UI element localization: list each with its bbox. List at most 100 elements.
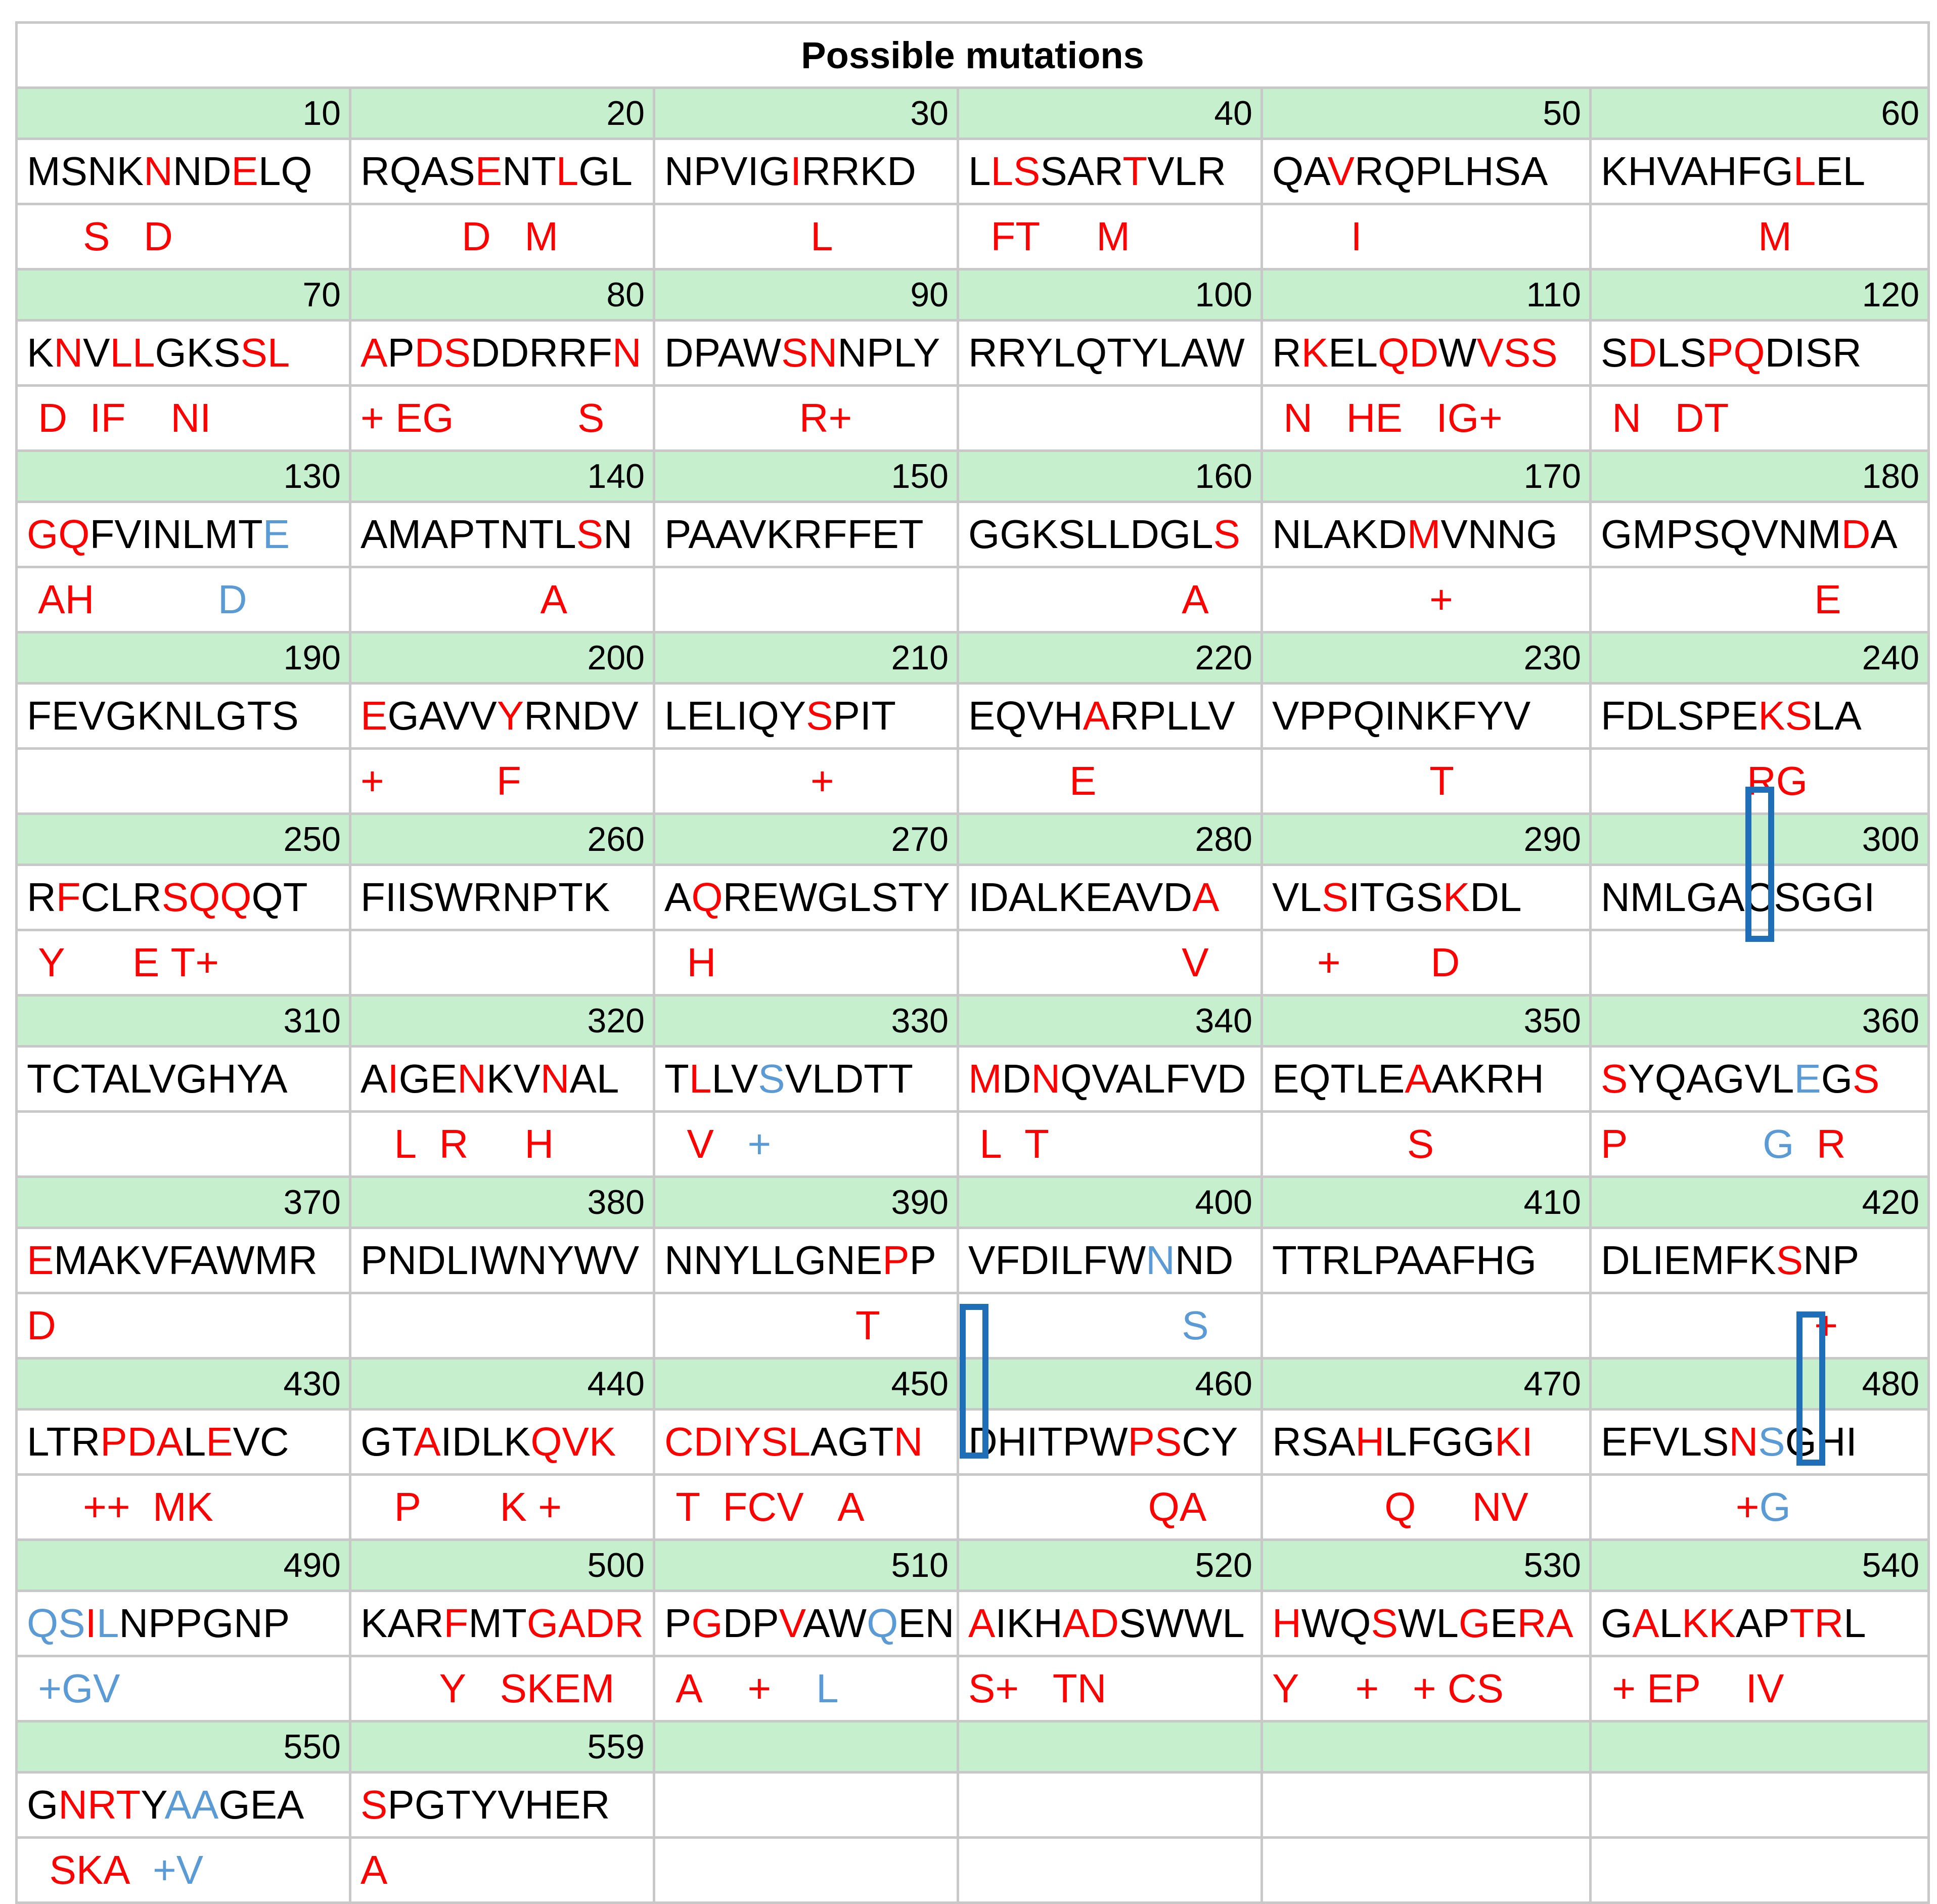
residue-segment: AP [1735, 1601, 1790, 1646]
mutation-cell: SKA +V [15, 1836, 351, 1904]
position-number: 260 [349, 812, 655, 866]
mutation-segment: S [968, 1303, 1209, 1348]
residue-segment: P [909, 1238, 936, 1283]
position-number: 90 [653, 268, 959, 322]
mutation-segment: A [968, 577, 1209, 622]
mutation-cell: N DT [1589, 384, 1930, 452]
mutation-cell: L R H [349, 1110, 655, 1178]
residue-segment: S [1776, 1238, 1804, 1283]
sequence-cell [957, 1771, 1263, 1839]
mutation-segment: M [1601, 214, 1792, 259]
mutation-row: S D D M L FT M I M [15, 203, 1930, 270]
sequence-row: MSNKNNDELQ RQASENTLGL NPVIGIRRKD LLSSARTVLR… [15, 138, 1930, 205]
residue-segment: VL [1272, 875, 1322, 920]
mutation-segment: S [1272, 1121, 1434, 1166]
residue-segment: DL [1470, 875, 1522, 920]
position-number: 110 [1260, 268, 1592, 322]
residue-segment: N [1146, 1238, 1175, 1283]
residue-segment: EL [1328, 330, 1378, 375]
residue-segment: PGTYVHER [387, 1782, 610, 1827]
residue-segment: RNDV [524, 693, 639, 738]
mutation-segment: + [1601, 1484, 1760, 1529]
residue-segment: LA [1812, 693, 1862, 738]
mutation-cell: H [653, 929, 959, 996]
mutation-segment: A [361, 577, 567, 622]
mutation-segment: + [1272, 577, 1453, 622]
residue-segment: Q [867, 1601, 898, 1646]
residue-segment: I [85, 1601, 97, 1646]
mutation-segment: + [664, 758, 834, 803]
position-number: 480 [1589, 1357, 1930, 1411]
sequence-cell: HWQSWLGERA [1260, 1590, 1592, 1657]
mutation-cell: S [1260, 1110, 1592, 1178]
table-title: Possible mutations [15, 21, 1930, 89]
residue-segment: T [1122, 149, 1148, 194]
residue-segment: N [1729, 1419, 1759, 1464]
position-number: 440 [349, 1357, 655, 1411]
sequence-row: FEVGKNLGTS EGAVVYRNDV LELIQYSPIT EQVHARPLLV… [15, 682, 1930, 750]
sequence-cell: DLIEMFKSNP [1589, 1227, 1930, 1294]
residue-segment: T [664, 1056, 689, 1101]
residue-segment: FEVGKNLGTS [27, 693, 299, 738]
residue-segment: LS [990, 149, 1041, 194]
position-number: 470 [1260, 1357, 1592, 1411]
position-number: 40 [957, 86, 1263, 140]
residue-segment: NLAKD [1272, 512, 1407, 557]
residue-segment: V [83, 330, 110, 375]
mutation-cell [15, 747, 351, 815]
sequence-cell: TLLVSVLDTT [653, 1045, 959, 1113]
mutation-cell: + D [1260, 929, 1592, 996]
mutation-cell: + F [349, 747, 655, 815]
position-number [1260, 1720, 1592, 1774]
mutation-row: Y E T+ H V + D [15, 929, 1930, 996]
sequence-cell: AIGENKVNAL [349, 1045, 655, 1113]
highlight-box-residue-451 [960, 1304, 988, 1459]
sequence-cell [653, 1771, 959, 1839]
sequence-cell: IDALKEAVDA [957, 864, 1263, 931]
residue-segment: QVALFVD [1060, 1056, 1246, 1101]
position-number: 150 [653, 449, 959, 503]
residue-segment: YQAGVL [1628, 1056, 1794, 1101]
residue-segment: D [1841, 512, 1871, 557]
sequence-cell: SDLSPQDISR [1589, 319, 1930, 387]
residue-segment: N [144, 149, 173, 194]
mutation-row: SKA +V A [15, 1836, 1930, 1904]
mutation-cell: I [1260, 203, 1592, 270]
mutation-cell: T [1260, 747, 1592, 815]
mutation-cell: A [349, 1836, 655, 1904]
sequence-cell: RFCLRSQQQT [15, 864, 351, 931]
residue-segment: NPVIG [664, 149, 790, 194]
position-number: 410 [1260, 1175, 1592, 1229]
sequence-cell: EQTLEAAKRH [1260, 1045, 1592, 1113]
mutation-cell: QA [957, 1473, 1263, 1541]
residue-segment: A [1083, 693, 1110, 738]
sequence-cell: RRYLQTYLAW [957, 319, 1263, 387]
mutation-cell: + [1589, 1292, 1930, 1359]
position-number: 340 [957, 994, 1263, 1048]
residue-segment: H [1355, 1419, 1385, 1464]
mutation-segment: G [1759, 1484, 1791, 1529]
residue-segment: N [612, 330, 642, 375]
highlight-box-residue-479 [1796, 1311, 1825, 1466]
residue-segment: VSS [1476, 330, 1558, 375]
residue-segment: PS [1128, 1419, 1182, 1464]
sequence-cell: RQASENTLGL [349, 138, 655, 205]
residue-segment: RSA [1272, 1419, 1356, 1464]
sequence-cell: DHITPWPSCY [957, 1408, 1263, 1476]
mutation-segment: R+ [664, 395, 852, 440]
residue-segment: PDA [100, 1419, 184, 1464]
sequence-cell: LELIQYSPIT [653, 682, 959, 750]
residue-segment: F [56, 875, 81, 920]
sequence-cell: MSNKNNDELQ [15, 138, 351, 205]
mutation-segment: Y E T+ [27, 940, 219, 985]
mutation-cell: Y E T+ [15, 929, 351, 996]
position-number: 380 [349, 1175, 655, 1229]
position-number [1589, 1720, 1930, 1774]
mutation-segment: SKA [27, 1847, 153, 1892]
residue-segment: S [806, 693, 833, 738]
mutation-cell [1589, 1836, 1930, 1904]
sequence-cell: PGDPVAWQEN [653, 1590, 959, 1657]
mutation-cell [957, 384, 1263, 452]
position-number: 100 [957, 268, 1263, 322]
residue-segment: QVK [530, 1419, 616, 1464]
